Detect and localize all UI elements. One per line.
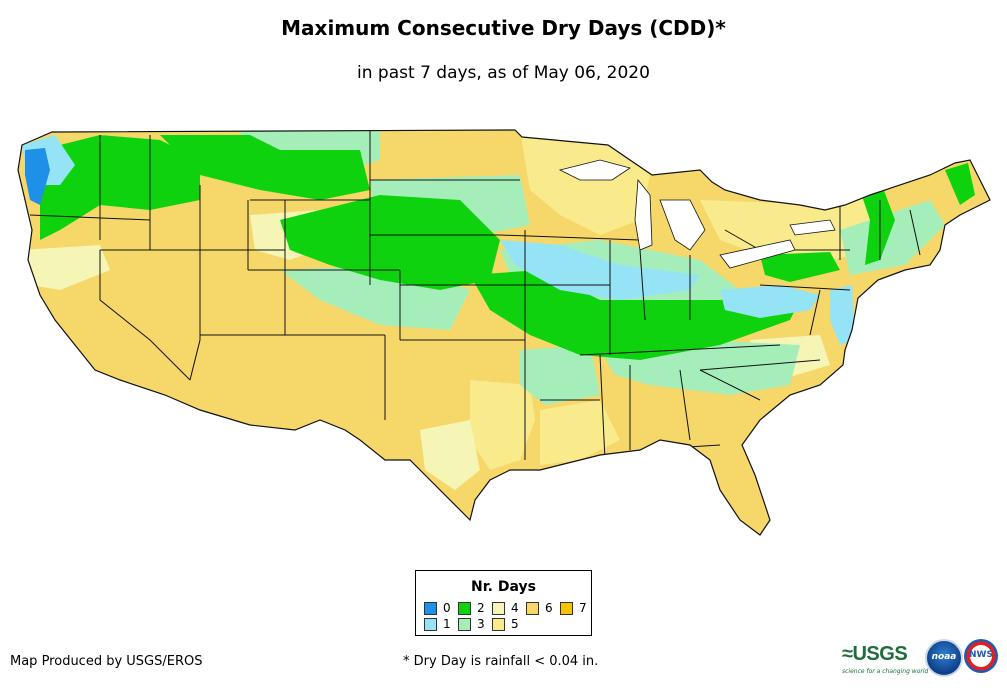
- zone-2-northwest: [40, 135, 200, 240]
- state-boundaries: [29, 130, 921, 461]
- zone-0-washington: [25, 148, 50, 205]
- noaa-logo: noaa: [925, 639, 963, 677]
- cdd-map: [17, 129, 991, 536]
- nws-logo: NWS: [964, 639, 998, 673]
- legend-item-0: 0: [424, 601, 451, 615]
- zone-2-idaho-montana: [160, 135, 370, 200]
- legend-item-2: 2: [458, 601, 485, 615]
- legend-title: Nr. Days: [471, 579, 536, 595]
- zone-4-west-coast: [20, 245, 110, 290]
- zone-5-southern-plains: [470, 380, 535, 470]
- agency-logos: ≈USGS science for a changing world noaa …: [842, 637, 1002, 677]
- legend-label: 7: [579, 601, 587, 615]
- map-title: Maximum Consecutive Dry Days (CDD)*: [281, 16, 726, 40]
- zone-5-great-lakes: [520, 130, 650, 235]
- legend-item-7: 7: [560, 601, 587, 615]
- noaa-logo-text: noaa: [931, 652, 957, 662]
- dry-day-footnote: * Dry Day is rainfall < 0.04 in.: [403, 654, 599, 669]
- legend-label: 6: [545, 601, 553, 615]
- legend-swatch: [560, 601, 573, 615]
- zone-2-maine: [945, 163, 975, 205]
- zone-1-ohio-valley: [720, 285, 820, 318]
- legend-swatch: [492, 617, 505, 631]
- usgs-logo: ≈USGS: [842, 643, 908, 665]
- zone-3-arkansas: [520, 345, 600, 405]
- producer-credit: Map Produced by USGS/EROS: [10, 654, 203, 669]
- legend-swatch: [458, 617, 471, 631]
- legend-item-1: 1: [424, 617, 451, 631]
- legend-label: 1: [443, 617, 451, 631]
- nws-logo-text: NWS: [969, 650, 993, 660]
- legend: Nr. Days 0 1 2 3 4 5 6 7: [415, 570, 592, 636]
- great-lakes: [558, 159, 836, 269]
- legend-swatch: [424, 617, 437, 631]
- legend-swatch: [492, 601, 505, 615]
- legend-item-6: 6: [526, 601, 553, 615]
- legend-label: 2: [477, 601, 485, 615]
- legend-swatch: [424, 601, 437, 615]
- legend-swatch: [526, 601, 539, 615]
- legend-swatch: [458, 601, 471, 615]
- legend-label: 0: [443, 601, 451, 615]
- zone-1-iowa-illinois: [500, 240, 700, 300]
- zone-2-pennsylvania: [760, 252, 840, 282]
- zone-1-chesapeake: [830, 285, 855, 345]
- zone-4-texas-central: [420, 420, 480, 490]
- zone-2-midwest-tennessee: [470, 270, 800, 360]
- zone-5-gulf-coast: [540, 400, 620, 465]
- legend-label: 5: [511, 617, 519, 631]
- legend-label: 4: [511, 601, 519, 615]
- zone-2-dakotas-nebraska: [280, 195, 500, 290]
- map-subtitle: in past 7 days, as of May 06, 2020: [357, 63, 650, 83]
- legend-item-3: 3: [458, 617, 485, 631]
- legend-label: 3: [477, 617, 485, 631]
- usgs-tagline: science for a changing world: [842, 668, 929, 675]
- zone-2-northeast: [860, 180, 895, 265]
- legend-item-4: 4: [492, 601, 519, 615]
- legend-item-5: 5: [492, 617, 519, 631]
